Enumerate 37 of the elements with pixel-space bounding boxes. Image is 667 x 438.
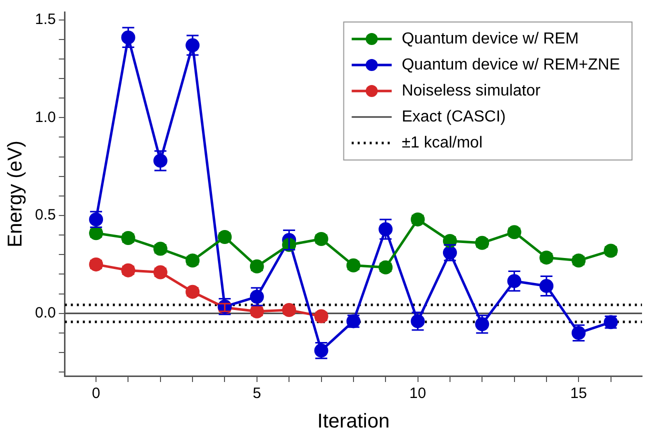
y-axis-title: Energy (eV) [4, 140, 27, 248]
point [314, 309, 328, 324]
point [121, 231, 136, 246]
point [507, 225, 522, 240]
legend-label: Noiseless simulator [402, 82, 542, 100]
point [186, 254, 200, 268]
legend-label: ±1 kcal/mol [402, 134, 483, 152]
point [572, 254, 586, 268]
y-tick-label: 1.5 [34, 10, 56, 28]
y-tick-label: 0.5 [34, 206, 56, 224]
point [121, 263, 136, 278]
y-tick-label: 1.0 [34, 108, 56, 126]
x-tick-label: 10 [409, 385, 426, 402]
point [378, 260, 393, 274]
point [346, 258, 360, 272]
point [89, 226, 104, 240]
point [186, 284, 200, 299]
point [282, 303, 296, 318]
point [475, 236, 490, 250]
point [250, 304, 264, 318]
x-tick-label: 15 [570, 385, 587, 402]
x-tick-label: 5 [252, 385, 262, 402]
point [218, 230, 232, 244]
x-axis-title: Iteration [317, 410, 390, 433]
point [153, 242, 168, 256]
y-tick-label: 0.0 [34, 304, 56, 322]
point [539, 250, 554, 265]
legend-label: Quantum device w/ REM+ZNE [402, 56, 620, 74]
legend-label: Exact (CASCI) [402, 108, 506, 126]
x-tick-label: 0 [92, 385, 100, 402]
point [410, 212, 425, 226]
point [604, 244, 618, 258]
point [250, 259, 264, 274]
point [153, 265, 168, 280]
point [314, 232, 328, 246]
legend-label: Quantum device w/ REM [402, 30, 579, 48]
point [89, 257, 104, 272]
